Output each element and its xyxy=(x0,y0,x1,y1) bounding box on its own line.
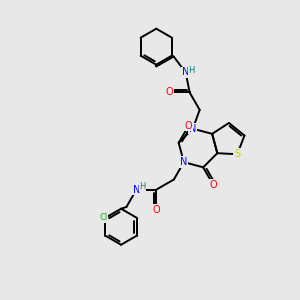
Text: N: N xyxy=(182,68,189,77)
Text: N: N xyxy=(180,157,188,167)
Text: S: S xyxy=(234,149,240,159)
Text: O: O xyxy=(153,205,160,214)
Text: H: H xyxy=(188,66,195,75)
Text: H: H xyxy=(139,182,146,191)
Text: O: O xyxy=(209,180,217,190)
Text: Cl: Cl xyxy=(99,213,108,222)
Text: O: O xyxy=(185,121,193,130)
Text: O: O xyxy=(166,88,173,98)
Text: N: N xyxy=(133,184,140,194)
Text: N: N xyxy=(189,124,196,134)
